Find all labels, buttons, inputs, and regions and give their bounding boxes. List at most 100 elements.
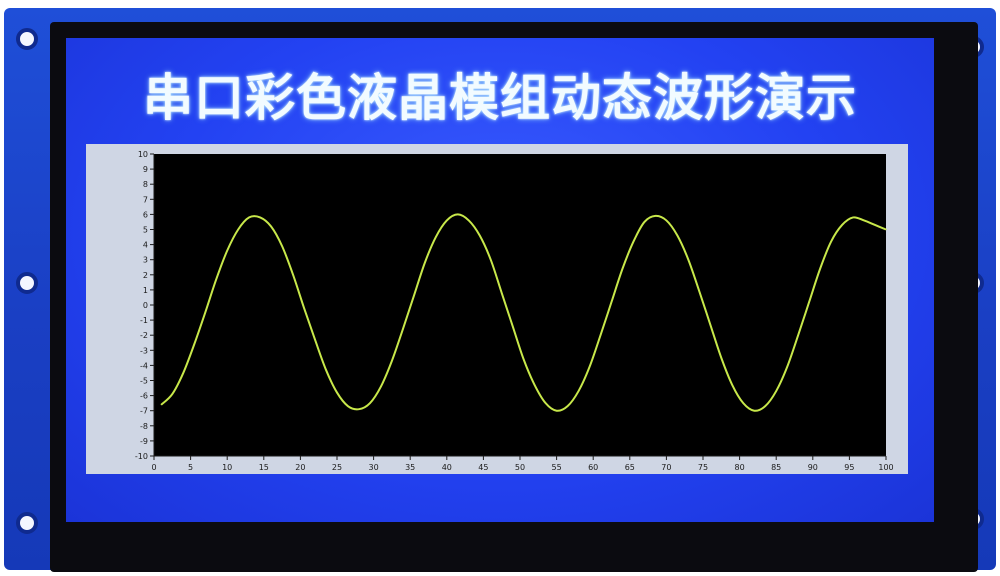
waveform-point [523,358,525,360]
waveform-point [171,393,173,395]
waveform-point [621,268,624,270]
waveform-point [380,385,382,388]
waveform-point [259,216,261,219]
waveform-point [391,360,393,362]
x-tick-label: 80 [735,463,745,472]
x-tick-label: 85 [771,463,781,472]
waveform-point [281,245,283,247]
y-tick-label: -2 [140,331,148,340]
waveform-point [545,402,547,404]
waveform-point [248,216,250,219]
mount-hole-bottom-left [16,512,38,534]
waveform-point [588,366,591,368]
waveform-point [314,339,316,341]
y-tick-label: 8 [143,180,148,189]
x-tick-label: 35 [405,463,415,472]
x-tick-label: 25 [332,463,342,472]
y-tick-label: 2 [143,271,148,280]
waveform-point [369,402,371,404]
waveform-point [160,404,162,406]
x-tick-label: 65 [625,463,635,472]
waveform-point [874,224,876,226]
y-tick-label: -9 [140,437,148,446]
y-tick-label: 4 [143,241,148,250]
x-tick-label: 15 [259,463,269,472]
waveform-point [226,250,228,252]
waveform-point [841,224,843,226]
y-tick-label: 9 [143,165,148,174]
waveform-point [830,240,832,243]
waveform-point [193,343,195,345]
waveform-point [731,384,733,386]
waveform-point [665,219,668,222]
x-tick-label: 75 [698,463,708,472]
waveform-point [599,334,602,336]
waveform-point [215,278,217,280]
y-tick-label: 10 [138,150,148,159]
waveform-point [654,215,657,217]
waveform-point [402,328,404,330]
waveform-point [237,228,239,231]
mount-hole-top-left [16,28,38,50]
waveform-chart-panel: 10 9 8 7 6 5 4 3 2 1 0 -1 -2 -3 -4 -5 -6 -7 -8 -9 -10 0 5 10 15… [86,144,908,474]
waveform-point [336,391,338,394]
waveform-point [204,311,206,314]
waveform-point [501,292,503,294]
waveform-point [566,405,569,407]
y-tick-label: 3 [143,256,148,265]
waveform-point [863,219,865,222]
lcd-screen: 串口彩色液晶模组动态波形演示 10 9 8 7 6 5 4 3 2 1 0 -1 -2 -3 -4 -5 -6-… [66,38,934,522]
waveform-point [632,240,635,243]
waveform-point [490,259,492,261]
waveform-points [160,213,887,412]
y-tick-label: -3 [140,346,148,355]
waveform-point [270,225,272,228]
waveform-point [534,384,536,386]
x-tick-label: 10 [222,463,232,472]
waveform-point [446,219,448,222]
x-tick-label: 60 [588,463,598,472]
x-tick-label: 90 [808,463,818,472]
waveform-point [512,325,514,327]
waveform-point [577,390,580,392]
y-tick-label: -8 [140,422,148,431]
x-tick-label: 40 [442,463,452,472]
x-tick-label: 50 [515,463,525,472]
screen-title: 串口彩色液晶模组动态波形演示 [143,69,857,127]
y-tick-label: 0 [143,301,148,310]
x-tick-label: 30 [369,463,379,472]
y-tick-label: -10 [135,452,148,461]
waveform-point [819,268,821,270]
waveform-point [764,405,766,407]
x-tick-label: 95 [844,463,854,472]
waveform-point [709,324,711,326]
y-tick-label: 1 [143,286,148,295]
waveform-point [358,408,360,410]
waveform-point [786,366,788,368]
x-tick-label: 5 [188,463,193,472]
x-tick-label: 55 [552,463,562,472]
plot-area [154,154,886,456]
y-tick-label: -6 [140,392,148,401]
y-tick-label: -1 [140,316,148,325]
waveform-point [303,307,305,309]
y-tick-label: 6 [143,210,148,219]
y-tick-label: -5 [140,377,148,386]
y-tick-label: 7 [143,195,148,204]
waveform-point [797,334,799,336]
waveform-point [720,357,722,359]
waveform-point [435,236,437,238]
x-tick-label: 70 [661,463,671,472]
x-tick-label: 45 [478,463,488,472]
waveform-point [885,228,887,231]
waveform-point [424,262,426,264]
x-tick-label: 100 [878,463,893,472]
waveform-point [643,221,646,223]
x-axis-ticks: 0 5 10 15 20 25 30 35 40 45 50 55 60 65 70 75 80 85 90 95 10… [151,456,894,472]
waveform-point [182,372,184,374]
waveform-point [468,219,470,222]
waveform-point [742,402,744,404]
y-tick-label: -7 [140,407,148,416]
